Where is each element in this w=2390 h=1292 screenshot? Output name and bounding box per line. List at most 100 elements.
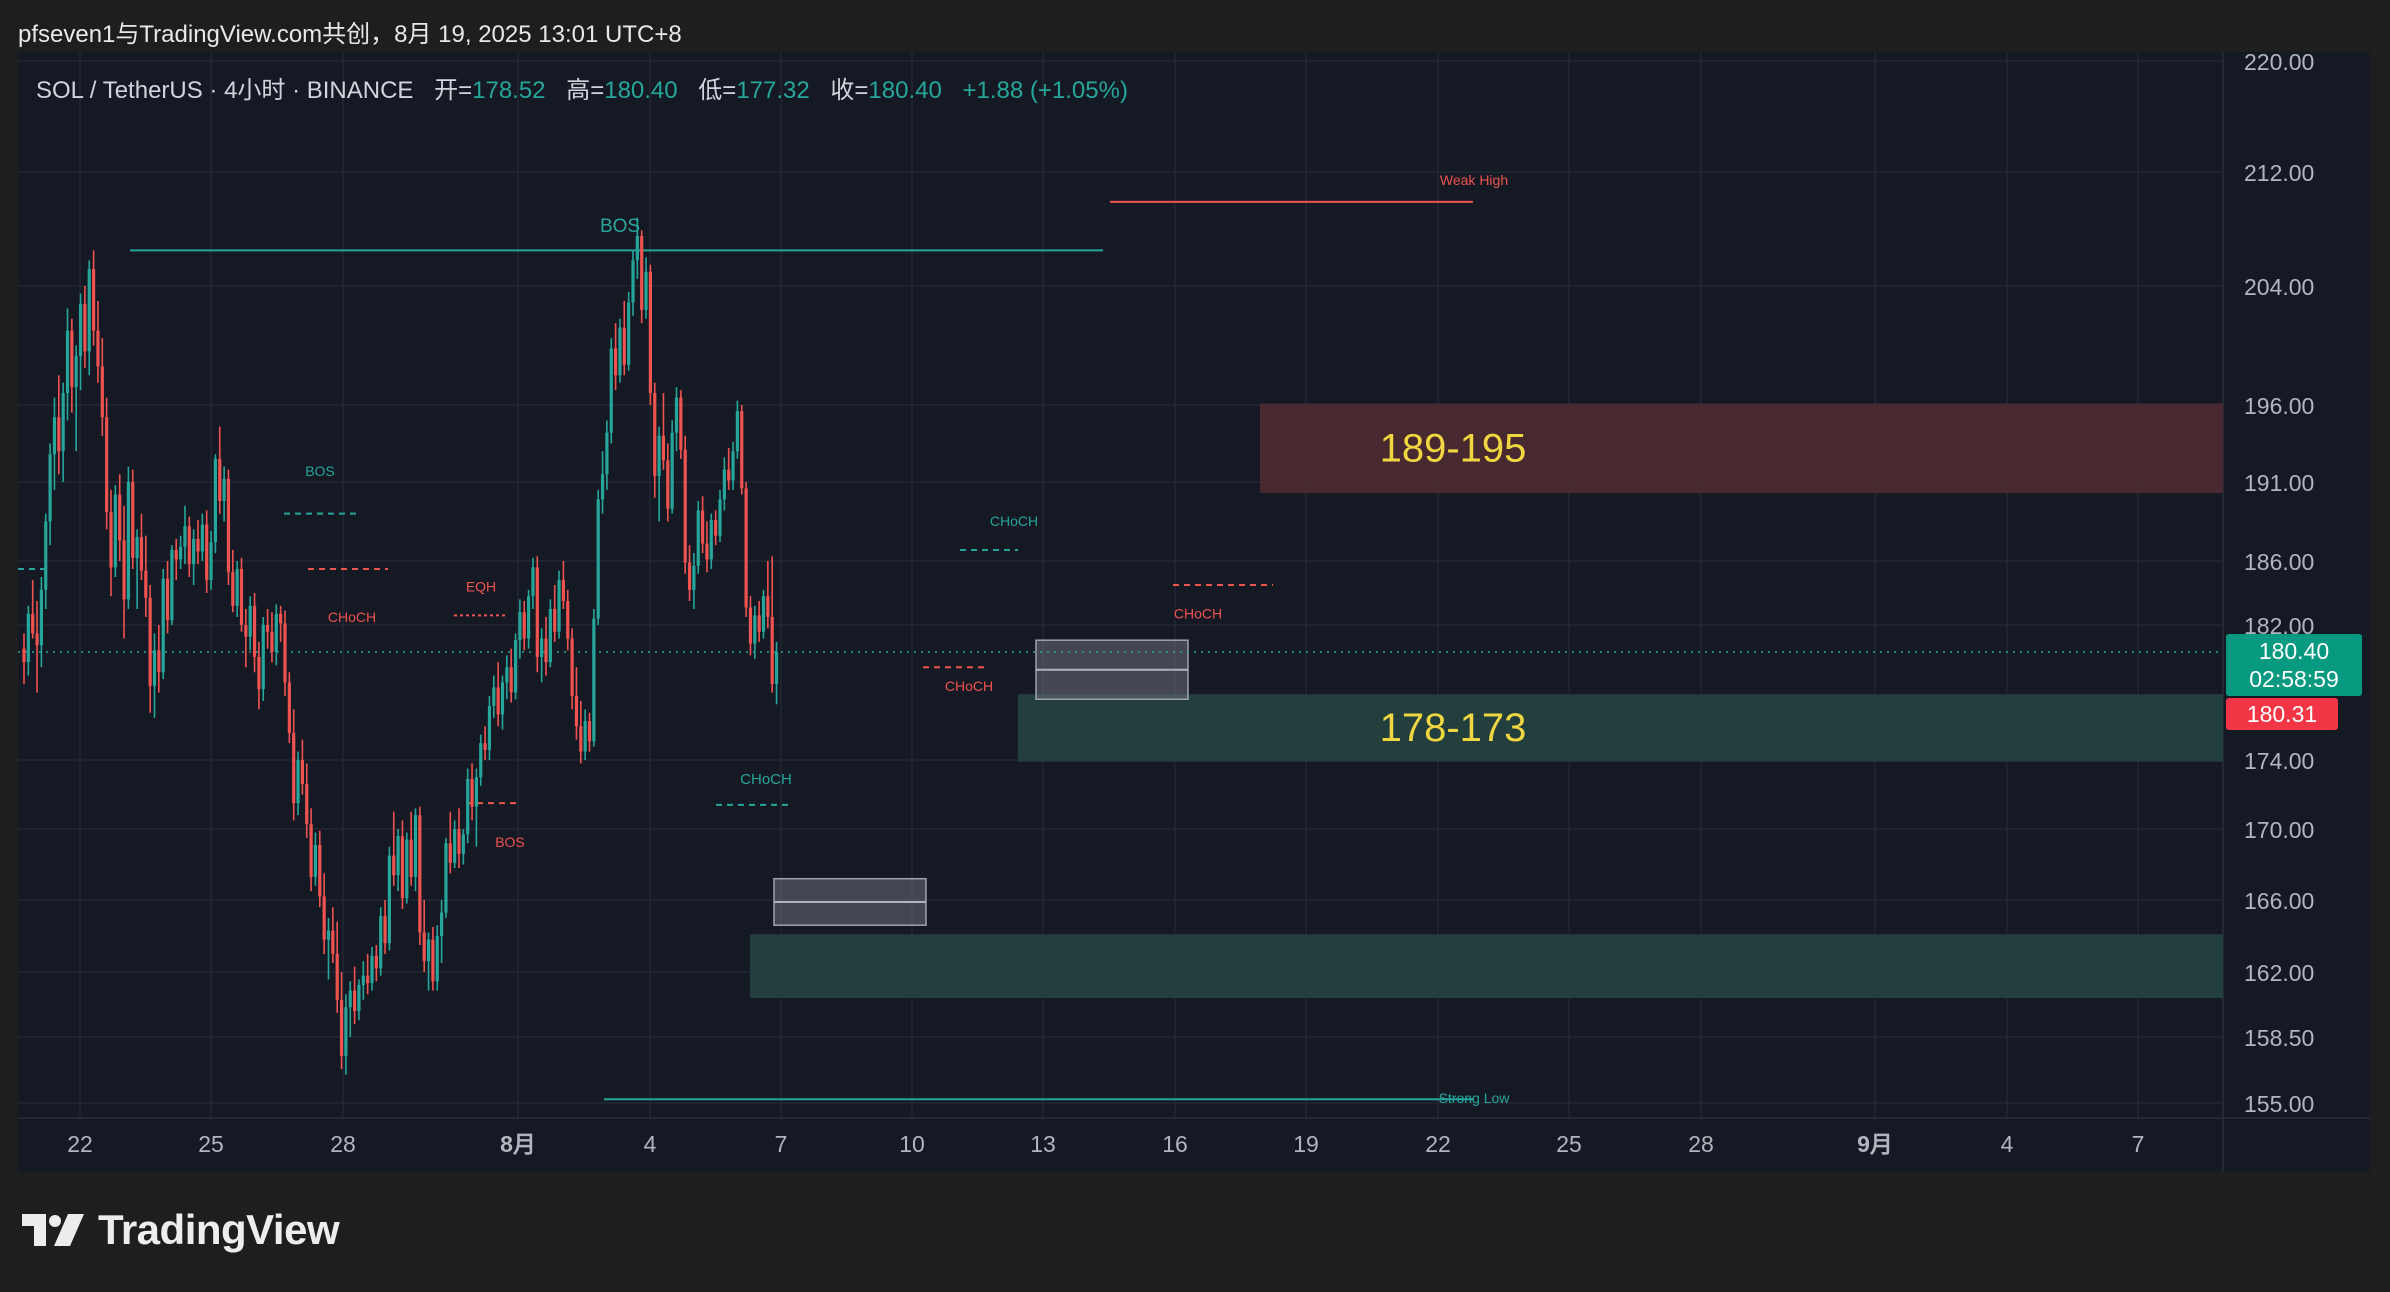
- candle-body: [614, 348, 618, 376]
- candle-body: [300, 760, 304, 785]
- candle-body: [235, 569, 239, 606]
- time-tick-label: 4: [644, 1131, 657, 1157]
- candle-body: [453, 829, 457, 863]
- high-value: 180.40: [604, 77, 678, 104]
- candle-body: [513, 640, 518, 693]
- structure-label: EQH: [466, 578, 496, 594]
- candle-body: [583, 721, 587, 752]
- candle-body: [470, 778, 474, 807]
- candle-body: [183, 526, 187, 547]
- candle-body: [305, 784, 309, 824]
- candle-body: [100, 366, 104, 418]
- candle-body: [135, 537, 139, 558]
- zone-1: [1260, 403, 2223, 494]
- candle-body: [170, 549, 174, 621]
- candle-body: [248, 605, 252, 637]
- candle-body: [200, 524, 204, 552]
- structure-label: BOS: [305, 463, 335, 479]
- candle-body: [557, 580, 561, 632]
- countdown-timer: 02:58:59: [2249, 666, 2339, 692]
- candle-body: [714, 519, 718, 536]
- structure-label: CHoCH: [1174, 606, 1222, 622]
- supply-demand-zones: [750, 403, 2223, 998]
- candle-body: [505, 667, 509, 683]
- candle-body: [648, 271, 652, 394]
- candle-body: [187, 526, 191, 565]
- candle-body: [370, 955, 374, 984]
- candle-body: [274, 613, 278, 652]
- candle-body: [696, 510, 700, 566]
- candle-body: [426, 939, 431, 962]
- candle-body: [374, 955, 378, 969]
- last-price-badge: [2226, 634, 2362, 696]
- candle-body: [479, 743, 483, 778]
- time-tick-label: 4: [2001, 1131, 2014, 1157]
- time-tick-label: 7: [775, 1131, 788, 1157]
- candle-body: [596, 499, 600, 619]
- time-tick-label: 25: [1556, 1131, 1582, 1157]
- candle-body: [74, 355, 78, 388]
- candle-body: [405, 839, 409, 899]
- time-tick-label: 10: [899, 1131, 925, 1157]
- candle-body: [26, 613, 30, 663]
- time-tick-label: 19: [1293, 1131, 1319, 1157]
- candle-body: [226, 478, 231, 573]
- candle-body: [196, 538, 200, 552]
- candle-body: [413, 815, 418, 877]
- candle-body: [666, 460, 670, 509]
- candle-body: [266, 625, 270, 632]
- candle-body: [131, 482, 135, 558]
- candle-body: [392, 855, 396, 876]
- price-tick-label: 191.00: [2244, 470, 2314, 496]
- candle-body: [139, 537, 144, 571]
- close-label: 收=: [830, 77, 869, 104]
- candle-body: [435, 936, 439, 982]
- candle-body: [179, 546, 183, 560]
- time-tick-label: 16: [1162, 1131, 1188, 1157]
- time-tick-label: 28: [1688, 1131, 1714, 1157]
- candle-body: [579, 726, 583, 752]
- candle-body: [644, 271, 648, 310]
- open-label: 开=: [434, 77, 473, 104]
- candle-body: [496, 687, 500, 715]
- zone-2: [1018, 694, 2223, 762]
- candle-body: [109, 512, 113, 568]
- candle-body: [387, 855, 391, 944]
- candle-body: [709, 519, 713, 560]
- candle-body: [605, 432, 609, 475]
- candle-body: [631, 260, 635, 303]
- low-label: 低=: [698, 77, 737, 104]
- candle-body: [670, 432, 674, 509]
- candle-body: [561, 580, 565, 601]
- candle-body: [440, 912, 444, 936]
- structure-label: CHoCH: [740, 771, 792, 788]
- candle-body: [474, 777, 478, 807]
- candle-body: [161, 578, 165, 673]
- time-tick-label: 9月: [1857, 1131, 1893, 1157]
- bid-price-value: 180.31: [2247, 701, 2317, 727]
- candle-body: [70, 330, 74, 388]
- candle-body: [57, 417, 61, 452]
- candle-body: [400, 836, 405, 899]
- candle-body: [218, 458, 222, 501]
- candle-body: [122, 540, 126, 600]
- candle-body: [396, 836, 400, 876]
- candle-body: [661, 435, 666, 461]
- candle-body: [331, 930, 335, 954]
- tradingview-logo[interactable]: TradingView: [22, 1206, 340, 1253]
- chart-panel[interactable]: 189-195 178-173 BOS BOS CHoCH EQH BOS CHoCH CHoC…: [18, 52, 2370, 1172]
- candle-body: [687, 562, 692, 590]
- candle-body: [531, 567, 535, 597]
- candle-body: [383, 916, 387, 944]
- price-tick-label: 220.00: [2244, 52, 2314, 75]
- candle-body: [418, 815, 422, 933]
- time-tick-label: 7: [2132, 1131, 2145, 1157]
- candle-body: [422, 932, 426, 962]
- candle-body: [701, 510, 705, 544]
- candle-body: [448, 843, 452, 863]
- candlestick-chart[interactable]: 189-195 178-173 BOS BOS CHoCH EQH BOS CHoCH CHoC…: [18, 52, 2370, 1172]
- candle-body: [566, 601, 570, 639]
- candle-body: [740, 411, 744, 489]
- market-structure-lines: [18, 200, 2223, 1101]
- candle-body: [313, 844, 318, 877]
